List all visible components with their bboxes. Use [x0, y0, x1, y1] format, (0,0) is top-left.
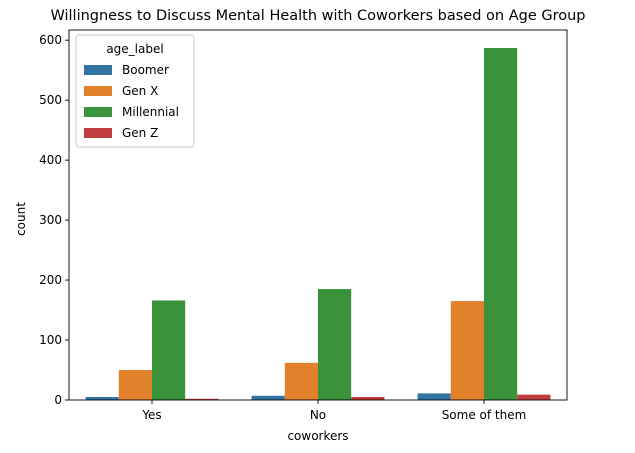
x-tick-label: Some of them	[442, 408, 527, 422]
legend-box	[75, 34, 195, 148]
legend-swatch-millennial	[84, 107, 112, 117]
bar-gen-z-some-of-them	[517, 394, 551, 400]
x-axis-label: coworkers	[287, 429, 348, 443]
bar-gen-x-some-of-them	[450, 301, 484, 400]
bar-gen-x-yes	[118, 370, 152, 400]
y-tick-label: 100	[39, 333, 62, 347]
bar-gen-x-no	[284, 362, 318, 400]
x-tick-label: No	[310, 408, 326, 422]
legend-swatch-gen-z	[84, 128, 112, 138]
plot-area: 0 100 200 300 400 500 600 Yes No Some of them age_…	[39, 29, 568, 422]
y-tick-label: 300	[39, 213, 62, 227]
bar-millennial-no	[318, 289, 352, 400]
bar-boomer-no	[251, 395, 285, 400]
bar-millennial-some-of-them	[484, 47, 518, 401]
bar-millennial-yes	[152, 300, 186, 400]
legend-label-boomer: Boomer	[122, 63, 169, 77]
legend-title: age_label	[106, 42, 163, 56]
bar-boomer-yes	[85, 397, 119, 400]
x-tick-label: Yes	[141, 408, 161, 422]
bar-gen-z-yes	[185, 398, 219, 400]
y-tick-label: 600	[39, 33, 62, 47]
bar-boomer-some-of-them	[417, 393, 451, 400]
y-tick-label: 200	[39, 273, 62, 287]
y-axis-label: count	[14, 202, 28, 236]
legend-label-gen-x: Gen X	[122, 84, 158, 98]
bar-gen-z-no	[351, 397, 385, 400]
legend-swatch-gen-x	[84, 86, 112, 96]
chart-title: Willingness to Discuss Mental Health wit…	[50, 8, 585, 24]
legend-swatch-boomer	[84, 65, 112, 75]
legend-label-gen-z: Gen Z	[122, 126, 158, 140]
y-tick-label: 400	[39, 153, 62, 167]
legend-label-millennial: Millennial	[122, 105, 179, 119]
y-tick-label: 500	[39, 93, 62, 107]
y-tick-label: 0	[54, 393, 62, 407]
